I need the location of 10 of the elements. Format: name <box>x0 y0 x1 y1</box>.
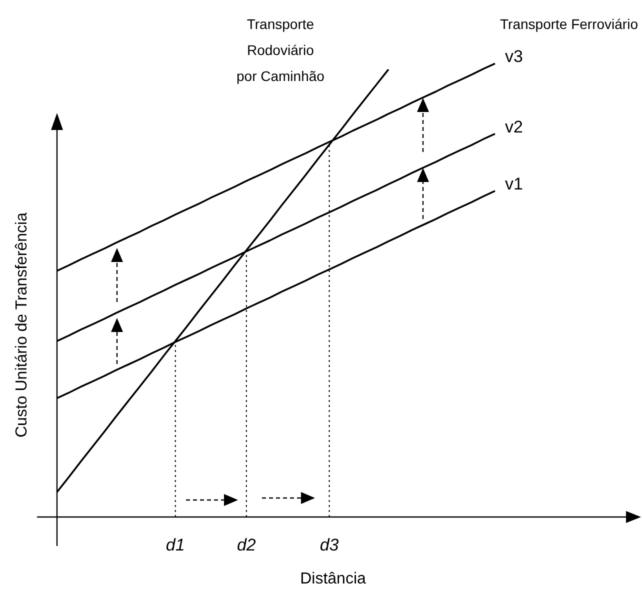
x-tick-label: d3 <box>320 536 340 555</box>
y-axis-title: Custo Unitário de Transferência <box>13 212 30 438</box>
text: Transporte Rodoviário por Caminhão <box>236 16 325 84</box>
series-label: v1 <box>505 174 523 194</box>
x-tick-label: d2 <box>236 536 256 555</box>
series-label: v2 <box>505 117 523 136</box>
x-axis-title: Distância <box>300 570 366 588</box>
x-tick-label: d1 <box>166 536 185 555</box>
text: Transporte Ferroviário <box>500 16 638 32</box>
series-label: v3 <box>505 47 523 66</box>
